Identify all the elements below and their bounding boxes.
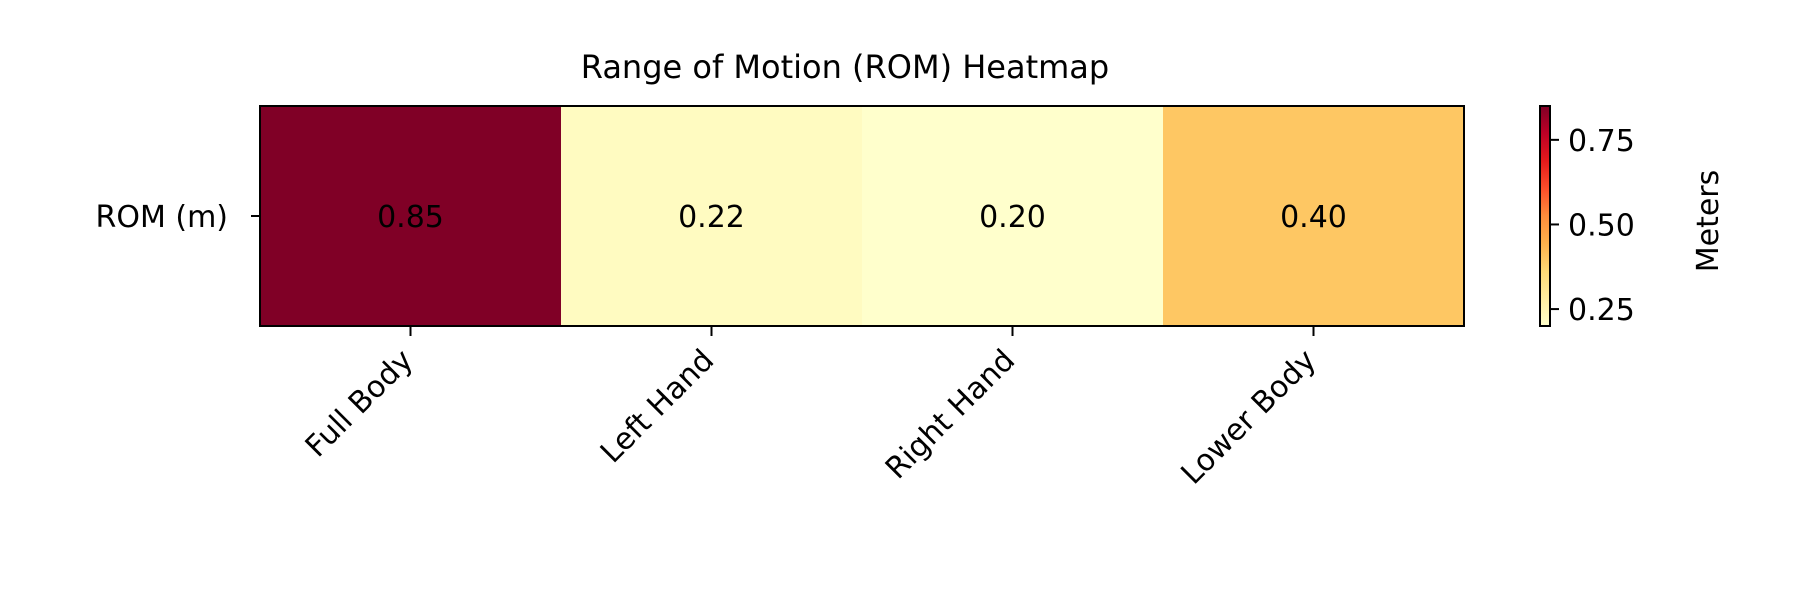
heatmap-cell xyxy=(260,106,562,326)
colorbar-ticks: 0.25 0.50 0.75 xyxy=(1550,124,1635,328)
cell-value-label: 0.85 xyxy=(377,200,444,235)
x-tick-label: Lower Body xyxy=(1175,343,1324,492)
heatmap-cell-labels: 0.85 0.22 0.20 0.40 xyxy=(377,200,1347,235)
colorbar-tick-label: 0.75 xyxy=(1568,124,1635,159)
heatmap-cell xyxy=(1163,106,1465,326)
cell-value-label: 0.40 xyxy=(1280,200,1347,235)
x-tick-label: Full Body xyxy=(299,343,420,464)
x-tick-label: Left Hand xyxy=(594,343,721,470)
chart-title: Range of Motion (ROM) Heatmap xyxy=(581,48,1109,86)
heatmap-cells xyxy=(260,106,1465,326)
colorbar: 0.25 0.50 0.75 Meters xyxy=(1539,105,1726,328)
heatmap-cell xyxy=(862,106,1164,326)
x-tick-label: Right Hand xyxy=(879,343,1022,486)
colorbar-tick-label: 0.25 xyxy=(1568,293,1635,328)
colorbar-label: Meters xyxy=(1691,170,1726,273)
cell-value-label: 0.20 xyxy=(979,200,1046,235)
y-tick-label: ROM (m) xyxy=(95,200,228,235)
heatmap-cell xyxy=(561,106,863,326)
colorbar-tick-label: 0.50 xyxy=(1568,208,1635,243)
colorbar-gradient xyxy=(1539,105,1551,327)
cell-value-label: 0.22 xyxy=(678,200,745,235)
y-axis: ROM (m) xyxy=(95,200,260,235)
x-axis: Full Body Left Hand Right Hand Lower Body xyxy=(299,326,1323,491)
